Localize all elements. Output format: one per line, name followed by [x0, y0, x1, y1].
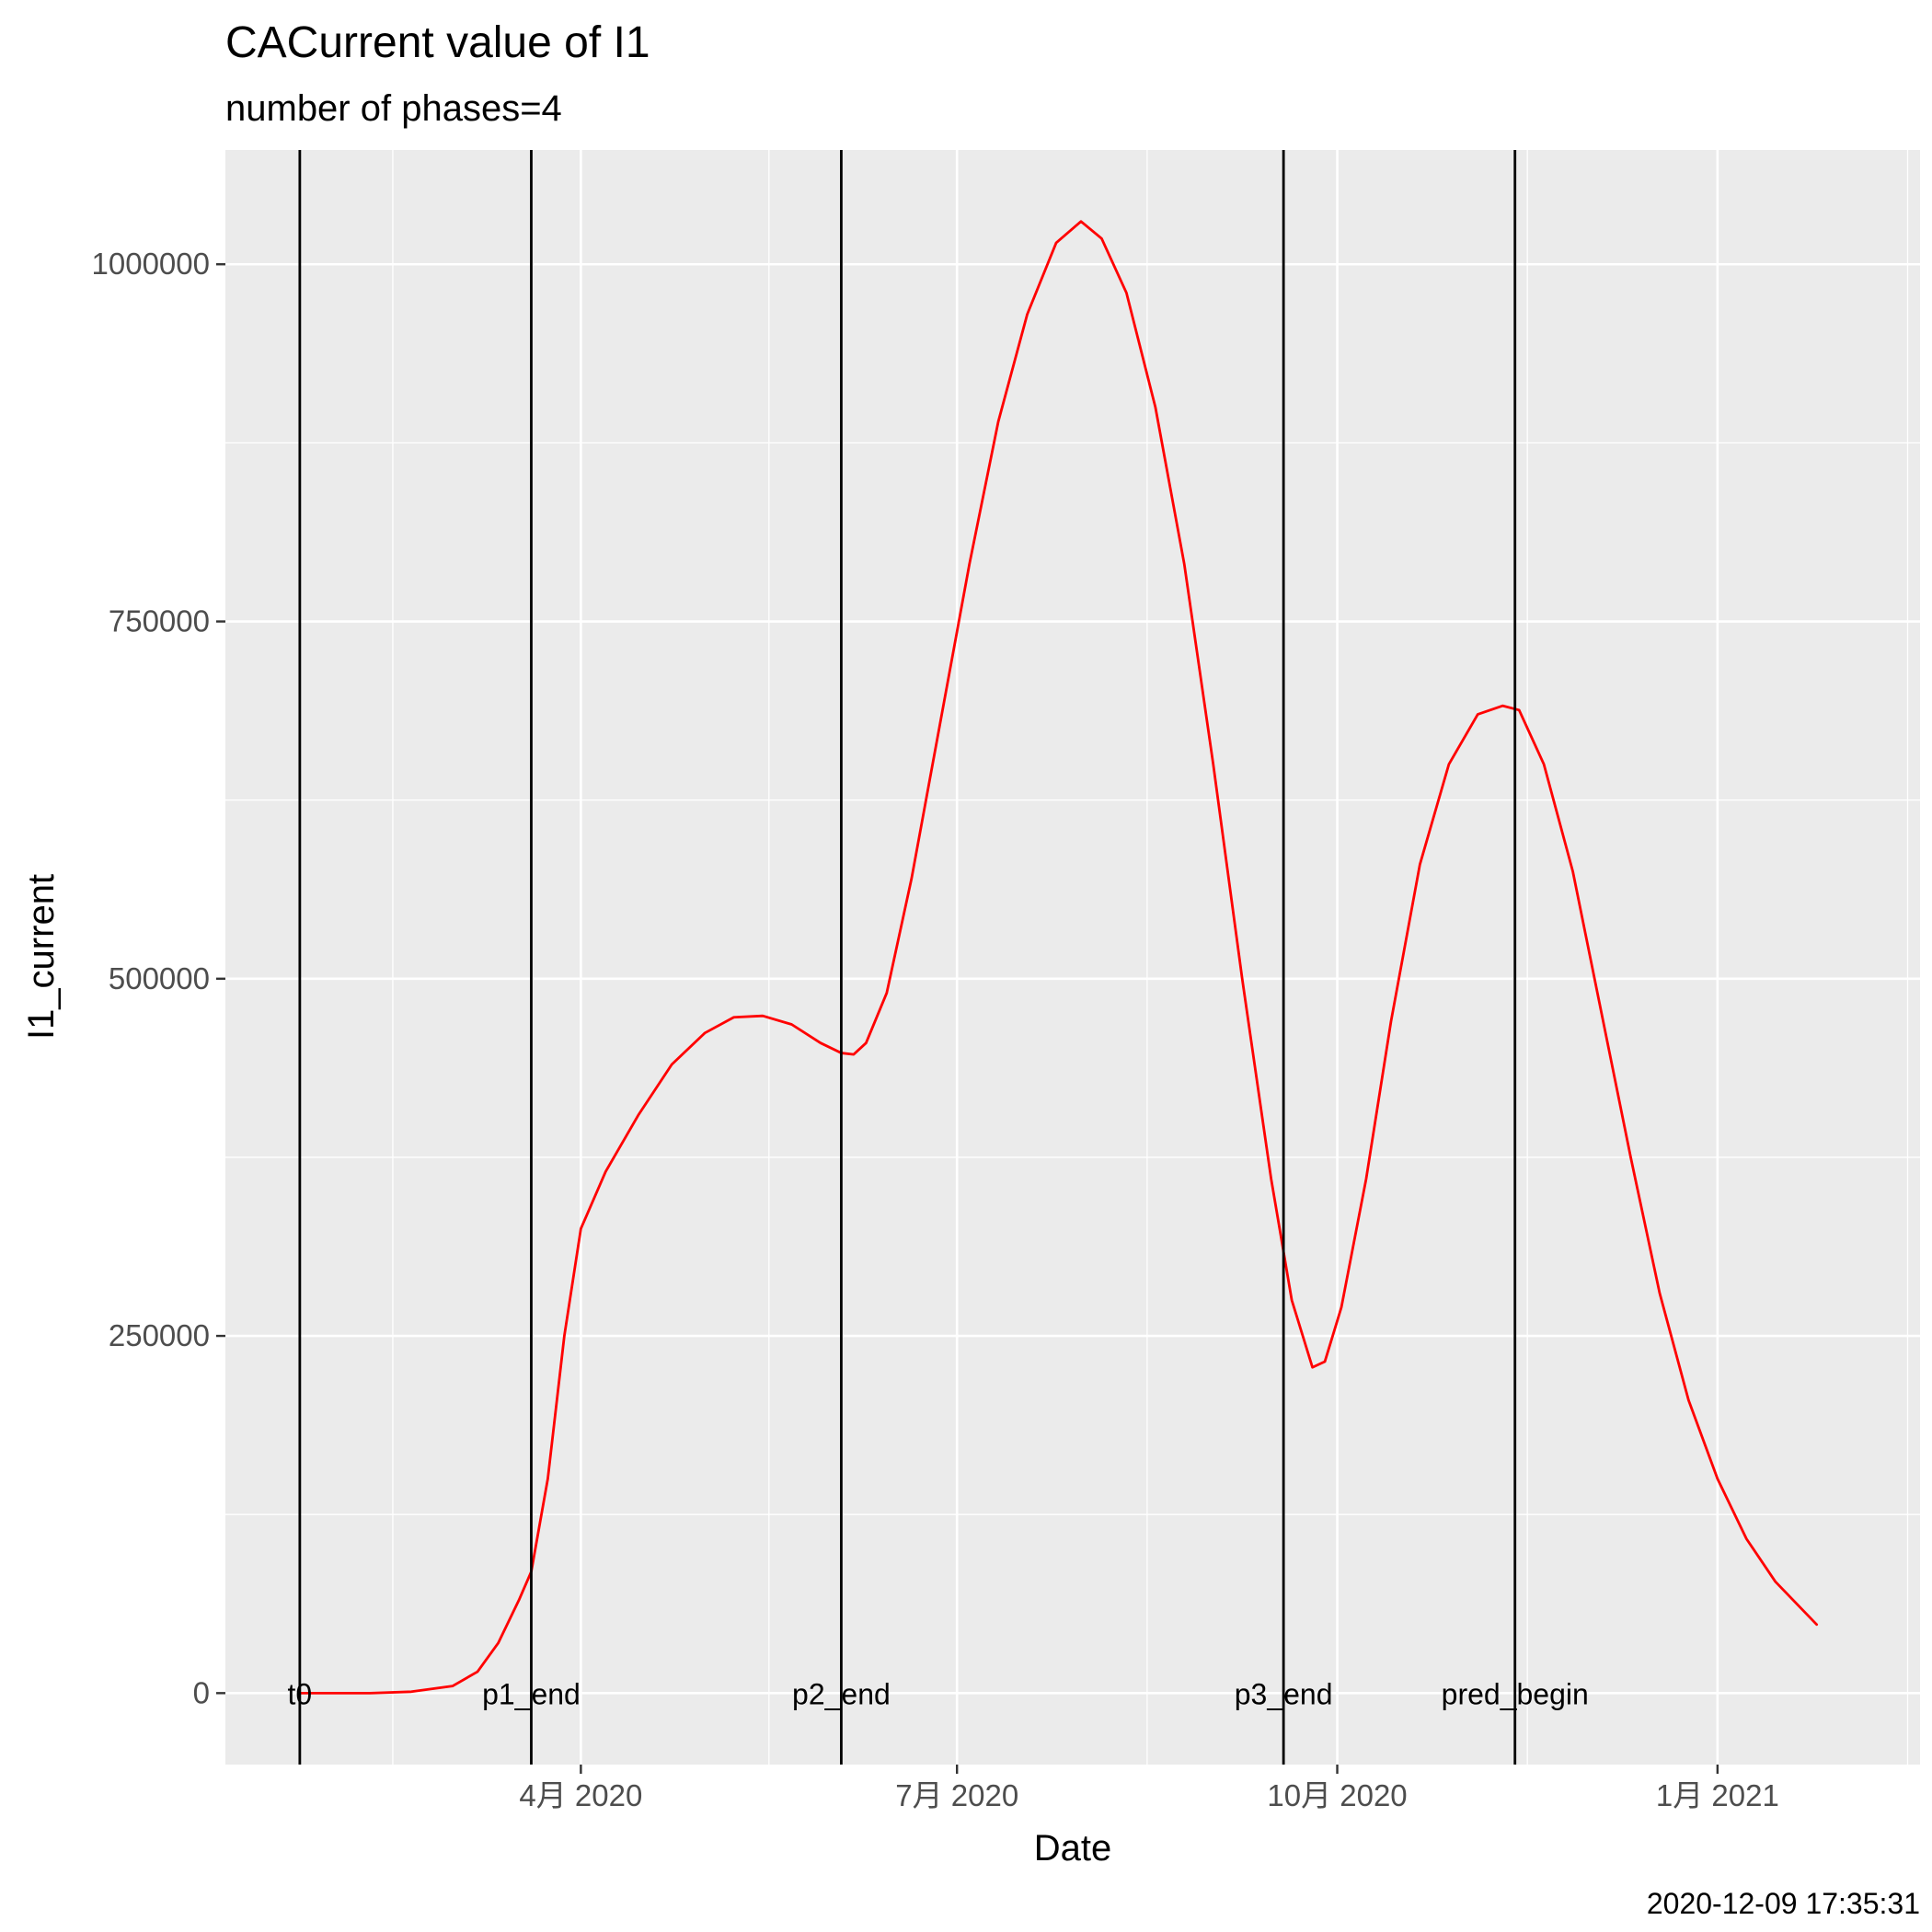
phase-labels: t0 p1_end p2_end p3_end pred_begin [288, 1677, 1589, 1710]
x-tick-label: 7月 2020 [895, 1778, 1018, 1812]
series-line [298, 220, 1819, 1695]
y-axis-title: I1_current [21, 874, 62, 1040]
y-tick-label: 250000 [109, 1318, 210, 1352]
chart-subtitle: number of phases=4 [225, 88, 562, 129]
chart-title: CACurrent value of I1 [225, 18, 650, 67]
x-axis: 4月 2020 7月 2020 10月 2020 1月 2021 [519, 1765, 1779, 1812]
phase-label: pred_begin [1442, 1677, 1589, 1710]
major-gridlines [225, 150, 1920, 1765]
minor-gridlines [225, 150, 1920, 1765]
chart-caption: 2020-12-09 17:35:31 [1647, 1887, 1920, 1920]
y-tick-label: 1000000 [92, 247, 210, 281]
x-tick-label: 1月 2021 [1656, 1778, 1779, 1812]
series-layer [298, 220, 1819, 1695]
phase-label: p2_end [792, 1677, 891, 1710]
y-tick-label: 0 [193, 1675, 210, 1709]
x-tick-label: 4月 2020 [519, 1778, 642, 1812]
phase-label: t0 [288, 1677, 313, 1710]
phase-label: p3_end [1235, 1677, 1333, 1710]
y-tick-label: 750000 [109, 604, 210, 638]
y-axis: 0 250000 500000 750000 1000000 [92, 247, 225, 1709]
phase-label: p1_end [482, 1677, 581, 1710]
x-tick-label: 10月 2020 [1267, 1778, 1407, 1812]
x-axis-title: Date [1034, 1828, 1112, 1869]
phase-lines [298, 150, 1517, 1765]
plot-panel [225, 150, 1920, 1765]
y-tick-label: 500000 [109, 961, 210, 995]
